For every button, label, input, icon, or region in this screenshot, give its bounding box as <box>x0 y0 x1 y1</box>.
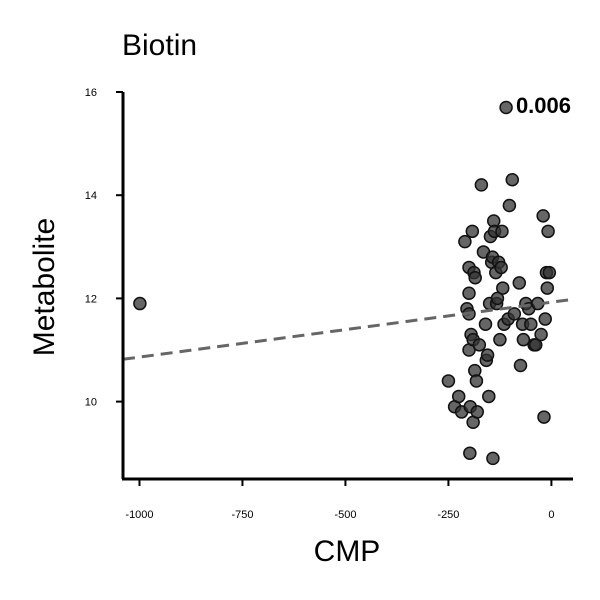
x-tick-label: 0 <box>548 509 554 521</box>
data-point <box>499 100 513 115</box>
data-point <box>493 332 507 347</box>
data-point <box>513 358 528 373</box>
chart-title: Biotin <box>122 29 197 62</box>
y-tick-label: 10 <box>85 397 97 409</box>
data-point <box>496 281 510 295</box>
data-point <box>469 374 484 388</box>
x-ticks: -1000 -750 -500 -250 0 <box>125 479 554 521</box>
data-point <box>536 209 550 223</box>
data-point <box>542 265 557 280</box>
data-point <box>516 332 531 347</box>
data-point <box>512 276 527 290</box>
data-point <box>458 234 472 249</box>
x-tick-label: -500 <box>334 509 356 521</box>
data-points <box>133 100 557 466</box>
y-ticks: 10 12 14 16 <box>85 87 123 409</box>
data-point <box>505 172 520 187</box>
y-tick-label: 14 <box>85 190 97 202</box>
x-tick-label: -1000 <box>125 509 153 521</box>
y-axis-label: Metabolite <box>28 218 61 356</box>
data-point <box>507 307 522 321</box>
data-point <box>494 260 508 275</box>
data-point <box>534 327 548 342</box>
x-axis-label: CMP <box>314 535 381 568</box>
data-point <box>541 224 555 239</box>
data-point <box>468 271 482 285</box>
x-tick-label: -250 <box>437 509 459 521</box>
data-point <box>463 446 477 460</box>
data-point <box>472 338 487 352</box>
data-point <box>478 317 493 331</box>
y-tick-label: 16 <box>85 87 97 99</box>
data-point <box>540 281 555 295</box>
data-point <box>133 296 147 311</box>
data-point <box>441 374 456 388</box>
data-point <box>529 338 543 352</box>
data-point <box>470 405 485 419</box>
plot-area <box>122 100 573 466</box>
data-point <box>537 410 551 424</box>
data-point <box>462 286 476 300</box>
data-point <box>502 198 517 213</box>
data-point <box>482 389 496 404</box>
data-point <box>490 291 505 306</box>
data-point <box>474 178 489 192</box>
data-point <box>524 317 538 331</box>
data-point <box>480 348 495 362</box>
annotation-value: 0.006 <box>516 93 571 118</box>
data-point <box>538 312 552 326</box>
x-tick-label: -750 <box>231 509 253 521</box>
data-point <box>451 389 466 404</box>
y-tick-label: 12 <box>85 293 97 305</box>
data-point <box>495 224 509 239</box>
data-point <box>465 224 480 239</box>
data-point <box>486 451 500 466</box>
